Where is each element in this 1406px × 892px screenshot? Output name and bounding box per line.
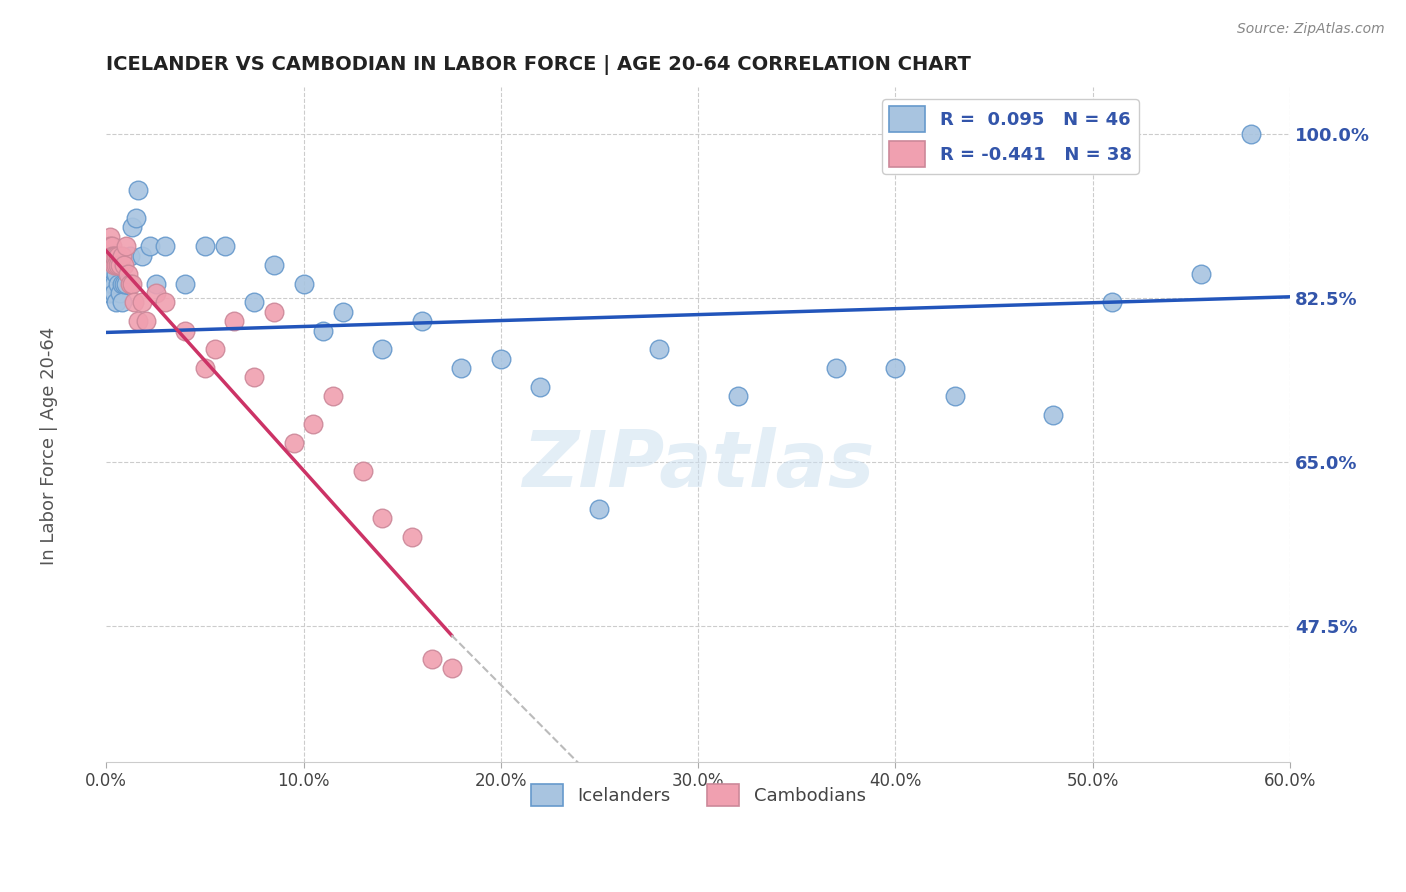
Point (118, 277, 141, 291)
Point (727, 389, 749, 403)
Point (371, 343, 394, 357)
Point (98, 239, 121, 253)
Point (105, 258, 128, 272)
Point (204, 343, 226, 357)
Point (121, 277, 143, 291)
Point (127, 183, 149, 197)
Point (111, 248, 134, 262)
Point (98, 286, 121, 301)
Point (174, 277, 197, 291)
Point (1189, 268, 1212, 282)
Point (121, 220, 143, 235)
Point (450, 361, 472, 376)
Point (332, 305, 354, 319)
Point (283, 436, 305, 450)
Point (103, 258, 125, 272)
Point (145, 286, 167, 301)
Point (411, 314, 433, 328)
Point (105, 268, 128, 282)
Point (1239, 127, 1261, 141)
Point (155, 239, 177, 253)
Point (103, 248, 125, 262)
Text: Source: ZipAtlas.com: Source: ZipAtlas.com (1237, 22, 1385, 37)
Text: In Labor Force | Age 20-64: In Labor Force | Age 20-64 (41, 326, 58, 566)
Point (101, 277, 124, 291)
Point (174, 324, 197, 338)
Point (103, 286, 125, 301)
Point (943, 389, 966, 403)
Point (145, 277, 167, 291)
Point (131, 295, 153, 310)
Point (101, 248, 124, 262)
Point (117, 268, 139, 282)
Point (302, 417, 325, 432)
Point (107, 277, 129, 291)
Point (98, 277, 121, 291)
Point (1042, 408, 1064, 422)
Point (1101, 295, 1123, 310)
Point (263, 305, 285, 319)
Point (107, 248, 129, 262)
Point (243, 295, 266, 310)
Point (371, 511, 394, 525)
Point (224, 314, 246, 328)
Point (97, 286, 120, 301)
Point (111, 295, 134, 310)
Point (588, 501, 610, 516)
Point (352, 464, 374, 478)
Point (125, 211, 148, 225)
Point (489, 351, 512, 366)
Point (401, 530, 423, 544)
Point (884, 361, 907, 376)
Point (115, 239, 138, 253)
Point (108, 286, 131, 301)
Point (131, 248, 153, 262)
Point (155, 295, 177, 310)
Point (194, 361, 217, 376)
Text: ZIPatlas: ZIPatlas (522, 426, 875, 503)
Point (107, 258, 129, 272)
Point (118, 248, 141, 262)
Point (112, 258, 135, 272)
Point (322, 389, 344, 403)
Legend: Icelanders, Cambodians: Icelanders, Cambodians (523, 777, 873, 814)
Point (103, 277, 125, 291)
Point (122, 295, 145, 310)
Point (214, 239, 236, 253)
Point (825, 361, 848, 376)
Point (135, 314, 157, 328)
Point (420, 651, 443, 665)
Point (111, 277, 134, 291)
Point (243, 370, 266, 384)
Point (108, 258, 131, 272)
Point (115, 277, 138, 291)
Point (194, 239, 217, 253)
Point (312, 324, 335, 338)
Point (105, 295, 128, 310)
Text: ICELANDER VS CAMBODIAN IN LABOR FORCE | AGE 20-64 CORRELATION CHART: ICELANDER VS CAMBODIAN IN LABOR FORCE | … (107, 55, 972, 75)
Point (647, 343, 669, 357)
Point (98, 229, 121, 244)
Point (263, 258, 285, 272)
Point (101, 239, 124, 253)
Point (101, 268, 124, 282)
Point (292, 277, 315, 291)
Point (97, 248, 120, 262)
Point (138, 239, 160, 253)
Point (440, 661, 463, 675)
Point (127, 314, 149, 328)
Point (529, 380, 551, 394)
Point (112, 277, 135, 291)
Point (105, 248, 128, 262)
